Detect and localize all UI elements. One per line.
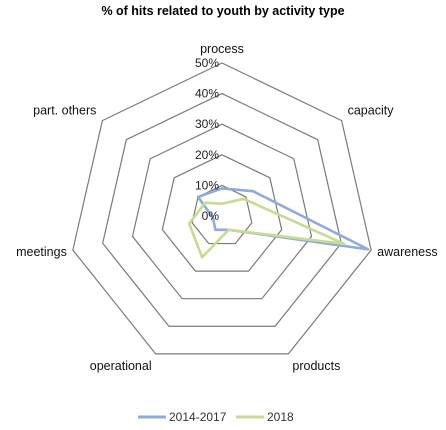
legend-label: 2018 <box>267 410 294 424</box>
category-label: operational <box>90 359 152 373</box>
legend-label: 2014-2017 <box>169 410 227 424</box>
legend: 2014-2017 2018 <box>138 410 294 424</box>
tick-label: 10% <box>195 178 219 192</box>
category-labels: process capacity awareness products operatio… <box>16 42 438 373</box>
grid-ring-2 <box>161 154 283 272</box>
category-label: meetings <box>16 245 67 259</box>
category-label: part. others <box>33 104 96 118</box>
category-label: products <box>292 359 340 373</box>
tick-label: 20% <box>195 148 219 162</box>
category-label: capacity <box>348 104 395 118</box>
radar-grid <box>72 62 372 355</box>
radar-series <box>187 187 370 259</box>
radial-tick-labels: 0% 10% 20% 30% 40% 50% <box>195 56 219 223</box>
tick-label: 40% <box>195 87 219 101</box>
tick-label: 0% <box>202 209 220 223</box>
grid-ring-5 <box>72 62 372 355</box>
tick-label: 50% <box>195 56 219 70</box>
series-line-1 <box>187 197 346 259</box>
chart-title: % of hits related to youth by activity t… <box>101 4 344 18</box>
grid-ring-3 <box>131 123 313 300</box>
category-label: process <box>200 42 244 56</box>
series-line-0 <box>196 187 370 251</box>
category-label: awareness <box>377 245 437 259</box>
grid-ring-4 <box>102 92 342 327</box>
tick-label: 30% <box>195 117 219 131</box>
